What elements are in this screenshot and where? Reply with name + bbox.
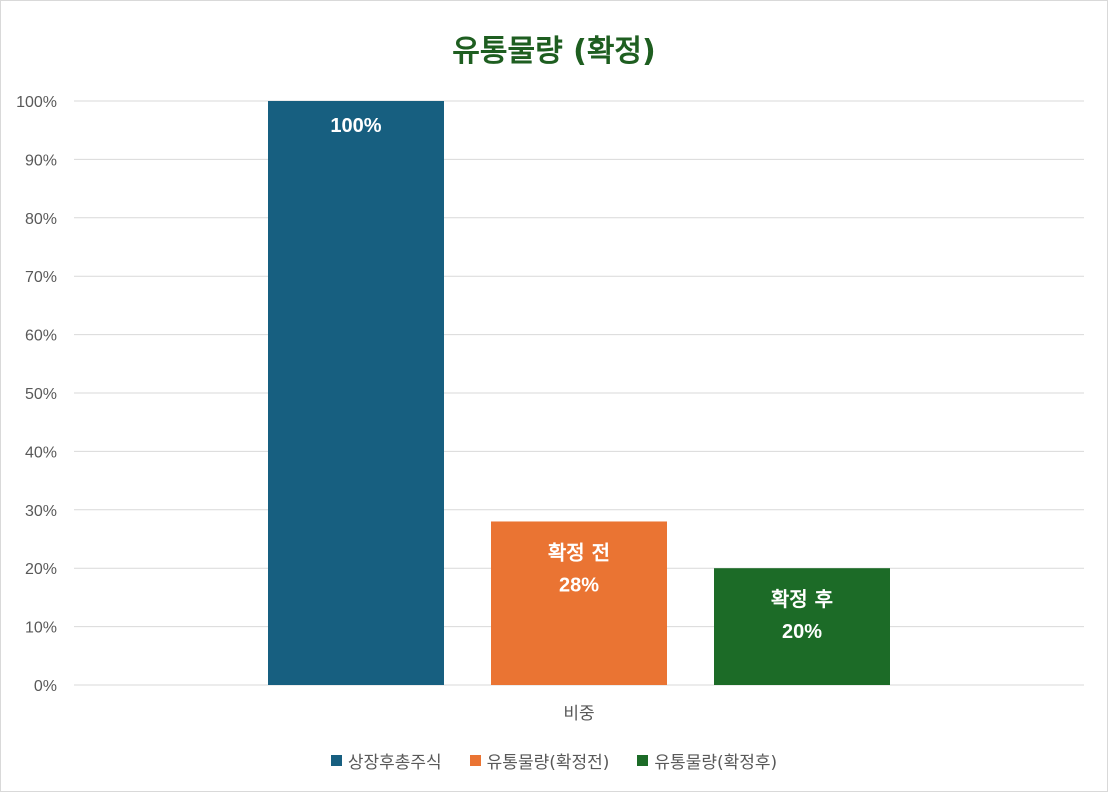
legend-swatch (330, 755, 342, 766)
legend-swatch (637, 755, 649, 766)
bar-value-label: 20% (782, 621, 822, 643)
legend-item: 유통물량(확정전) (469, 748, 610, 773)
legend-label: 유통물량(확정전) (486, 753, 610, 773)
bar-value-label: 28% (559, 574, 599, 596)
bar-1 (268, 101, 444, 685)
legend-label: 유통물량(확정후) (654, 753, 778, 773)
y-tick-label: 50% (25, 386, 57, 403)
bar-3 (714, 568, 890, 685)
y-tick-label: 70% (25, 269, 57, 286)
y-tick-label: 40% (25, 444, 57, 461)
bar-2 (491, 521, 667, 685)
y-tick-label: 90% (25, 152, 57, 169)
chart-title: 유통물량 (확정) (452, 34, 656, 69)
y-tick-label: 80% (25, 211, 57, 228)
y-tick-label: 60% (25, 328, 57, 345)
y-tick-label: 10% (25, 620, 57, 637)
y-tick-label: 30% (25, 503, 57, 520)
legend-label: 상장후총주식 (347, 753, 442, 773)
x-category-label: 비중 (563, 704, 594, 724)
legend-item: 유통물량(확정후) (637, 748, 777, 773)
chart-legend: 상장후총주식 유통물량(확정전) 유통물량(확정후) (0, 748, 1108, 773)
bar-value-label: 100% (330, 115, 381, 137)
y-tick-label: 100% (16, 94, 57, 111)
legend-item: 상장후총주식 (330, 748, 442, 773)
y-tick-label: 20% (25, 561, 57, 578)
legend-swatch (469, 755, 481, 766)
bar-data-label: 확정 전 (548, 540, 610, 564)
bar-data-label: 확정 후 (771, 587, 833, 611)
y-tick-label: 0% (34, 678, 57, 695)
